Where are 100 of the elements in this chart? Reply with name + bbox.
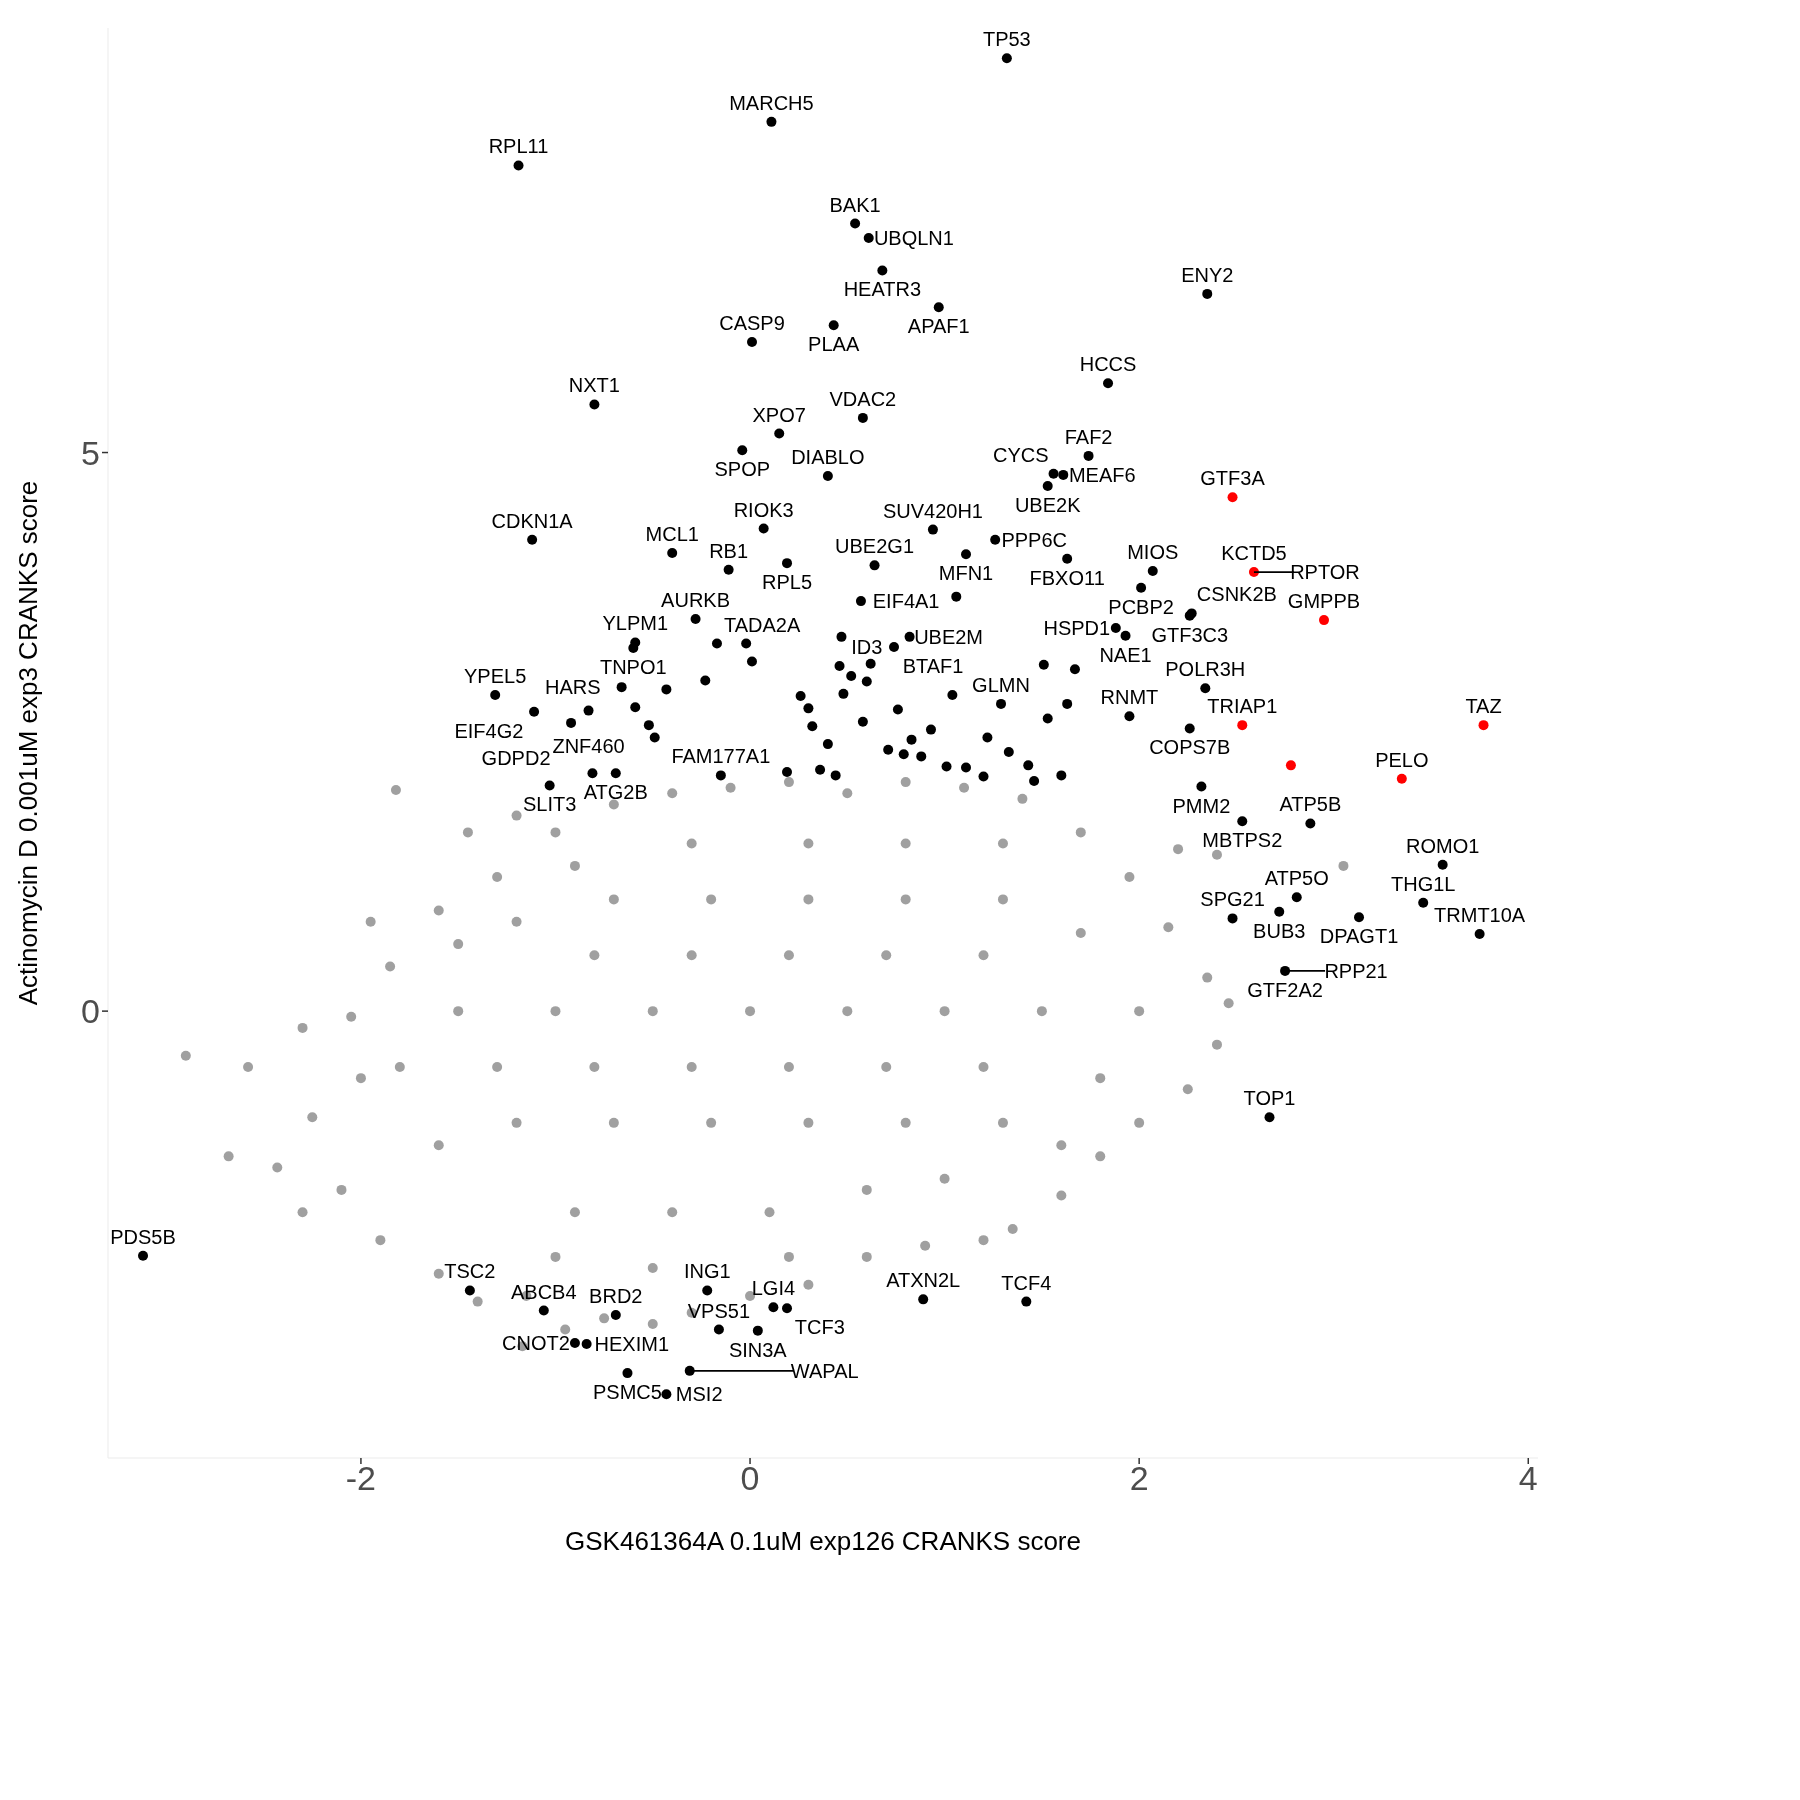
annotation: ENY2: [1181, 263, 1234, 286]
annotation: YPEL5: [464, 664, 527, 687]
point: [1478, 720, 1489, 731]
annotation: GTF3C3: [1151, 623, 1229, 646]
annotation: TADA2A: [724, 613, 801, 636]
annotation: ABCB4: [511, 1280, 577, 1303]
annotation: PMM2: [1172, 794, 1231, 817]
annotation: CASP9: [719, 311, 785, 334]
annotation: TP53: [982, 28, 1031, 51]
annotation: RPP21: [1324, 959, 1388, 982]
annotation: GTF2A2: [1247, 978, 1323, 1001]
annotation: HEXIM1: [594, 1333, 670, 1356]
annotation: NXT1: [568, 374, 620, 397]
x-tick-label: 2: [1129, 1459, 1149, 1498]
point: [1285, 760, 1296, 771]
annotation: WAPAL: [790, 1359, 859, 1382]
point: [1318, 615, 1329, 626]
annotation: SIN3A: [728, 1338, 788, 1361]
annotation: RPL5: [761, 571, 813, 594]
x-axis-title: GSK461364A 0.1uM exp126 CRANKS score: [565, 1526, 1081, 1556]
annotation: MCL1: [645, 523, 699, 546]
annotation: ATG2B: [583, 781, 648, 804]
y-tick-label: 5: [81, 433, 100, 472]
annotation: CYCS: [992, 443, 1049, 466]
annotation: UBQLN1: [873, 227, 954, 250]
annotation: UBE2M: [914, 625, 984, 648]
annotation: TAZ: [1465, 695, 1502, 718]
annotation: UBE2K: [1014, 494, 1082, 517]
annotation: PSMC5: [593, 1381, 662, 1404]
annotation: RPL11: [488, 135, 549, 158]
annotation: AURKB: [661, 588, 731, 611]
annotation: DIABLO: [791, 445, 865, 468]
annotation: POLR3H: [1165, 658, 1246, 681]
annotation: ATP5B: [1279, 793, 1342, 816]
annotation: FBXO11: [1029, 566, 1105, 589]
annotation: ATXN2L: [886, 1269, 961, 1292]
annotation: BRD2: [589, 1285, 643, 1307]
annotation: MARCH5: [729, 91, 814, 114]
annotation: MEAF6: [1068, 463, 1136, 486]
annotation: PELO: [1375, 748, 1429, 771]
annotation: HCCS: [1079, 353, 1137, 376]
annotation: ING1: [683, 1260, 731, 1283]
annotation: TNPO1: [599, 656, 667, 679]
annotation: BAK1: [829, 193, 881, 216]
annotation: FAF2: [1064, 425, 1113, 448]
annotation: ATP5O: [1264, 867, 1329, 890]
annotation: TRIAP1: [1207, 695, 1278, 718]
annotation: BUB3: [1253, 919, 1306, 942]
annotation: FAM177A1: [671, 745, 771, 768]
annotation: RB1: [709, 539, 749, 562]
x-tick-label: 4: [1518, 1459, 1538, 1498]
annotation: TRMT10A: [1434, 904, 1526, 927]
annotation: ROMO1: [1405, 834, 1480, 857]
x-tick-label: 0: [740, 1459, 760, 1498]
annotation: HEATR3: [843, 278, 922, 301]
annotation: APAF1: [907, 315, 970, 338]
annotation: YLPM1: [602, 612, 669, 635]
annotation: LGI4: [751, 1277, 796, 1300]
annotation: TSC2: [444, 1260, 496, 1283]
annotation: UBE2G1: [835, 535, 915, 558]
annotation: COPS7B: [1149, 736, 1231, 759]
annotation: EIF4A1: [872, 590, 940, 613]
annotation: XPO7: [752, 403, 806, 426]
annotation: THG1L: [1390, 872, 1456, 895]
annotation: RIOK3: [733, 498, 794, 521]
annotation: MFN1: [938, 562, 994, 585]
annotation: GMPPB: [1287, 590, 1361, 613]
annotation: SLIT3: [522, 793, 577, 816]
y-axis-title: Actinomycin D 0.001uM exp3 CRANKS score: [13, 480, 44, 1006]
annotation: PDS5B: [110, 1225, 176, 1248]
annotation: KCTD5: [1221, 542, 1287, 565]
annotation: MIOS: [1127, 540, 1179, 563]
annotation: SUV420H1: [882, 499, 983, 522]
annotation: TCF4: [1001, 1271, 1052, 1294]
annotation: GDPD2: [481, 746, 551, 769]
annotation: MBTPS2: [1202, 829, 1283, 852]
annotation: DPAGT1: [1319, 925, 1399, 948]
annotation: PCBP2: [1108, 595, 1174, 618]
annotation: MSI2: [675, 1383, 723, 1406]
annotation: SPG21: [1200, 888, 1265, 911]
annotation: RPTOR: [1290, 561, 1360, 584]
annotation: RNMT: [1100, 686, 1159, 709]
annotation: SPOP: [714, 458, 771, 481]
annotation: CSNK2B: [1196, 583, 1277, 606]
annotation: VDAC2: [829, 387, 897, 410]
point: [1227, 492, 1238, 503]
annotation: NAE1: [1099, 643, 1152, 666]
annotation: GLMN: [972, 673, 1030, 696]
annotation: BTAF1: [902, 654, 964, 677]
point: [1396, 773, 1407, 784]
x-tick-label: -2: [345, 1459, 377, 1498]
annotation: HARS: [545, 676, 601, 699]
annotation: EIF4G2: [454, 719, 524, 742]
annotation: CDKN1A: [491, 509, 574, 532]
annotation: HSPD1: [1043, 616, 1111, 639]
annotation: TOP1: [1243, 1087, 1296, 1110]
annotation: CNOT2: [502, 1331, 570, 1354]
annotation: GTF3A: [1200, 467, 1266, 490]
annotation: TCF3: [794, 1316, 845, 1339]
annotation: PPP6C: [1001, 528, 1067, 551]
